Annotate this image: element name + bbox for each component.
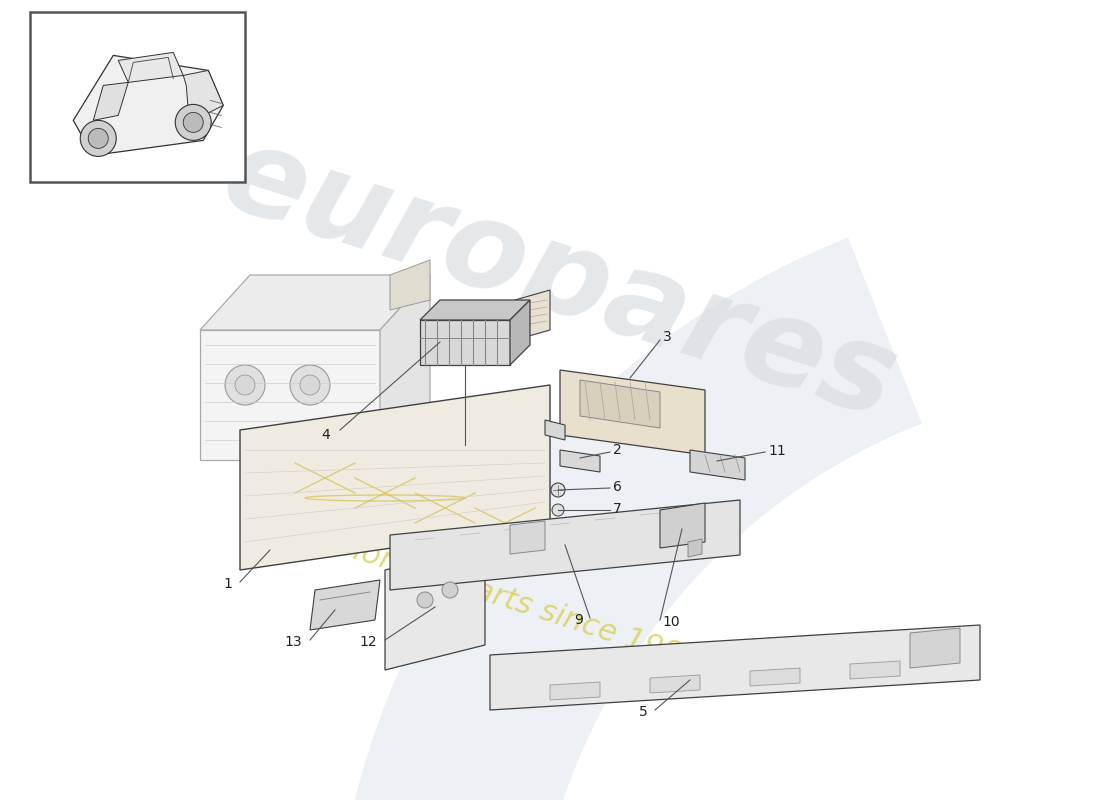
Circle shape (552, 504, 564, 516)
Circle shape (235, 375, 255, 395)
Polygon shape (660, 503, 705, 548)
Polygon shape (390, 260, 430, 310)
Text: 2: 2 (613, 443, 621, 457)
Circle shape (442, 582, 458, 598)
Circle shape (226, 365, 265, 405)
Polygon shape (560, 450, 600, 472)
Text: 12: 12 (360, 635, 377, 649)
Polygon shape (850, 661, 900, 679)
Polygon shape (240, 385, 550, 570)
Polygon shape (580, 380, 660, 428)
Bar (30, 12, 245, 182)
Polygon shape (74, 55, 223, 155)
Circle shape (184, 112, 204, 132)
Text: 11: 11 (768, 444, 785, 458)
Circle shape (175, 104, 211, 141)
Text: a passion for parts since 1985: a passion for parts since 1985 (256, 505, 704, 675)
Polygon shape (750, 668, 800, 686)
Polygon shape (510, 300, 530, 365)
Polygon shape (94, 82, 129, 120)
Text: 1: 1 (223, 577, 232, 591)
Polygon shape (550, 682, 600, 700)
Polygon shape (690, 450, 745, 480)
Circle shape (88, 128, 108, 149)
Text: 3: 3 (663, 330, 672, 344)
Text: 5: 5 (639, 705, 648, 719)
Text: 4: 4 (321, 428, 330, 442)
Polygon shape (420, 300, 530, 320)
Text: 9: 9 (574, 613, 583, 627)
Polygon shape (688, 539, 702, 557)
Polygon shape (544, 420, 565, 440)
Polygon shape (200, 330, 380, 460)
Circle shape (417, 592, 433, 608)
Polygon shape (200, 275, 430, 330)
Text: 13: 13 (285, 635, 303, 649)
Circle shape (80, 120, 117, 157)
Polygon shape (560, 370, 705, 455)
Polygon shape (420, 320, 510, 365)
Polygon shape (184, 70, 223, 115)
Polygon shape (310, 580, 380, 630)
Polygon shape (379, 275, 430, 460)
Polygon shape (119, 53, 184, 82)
Text: 7: 7 (613, 502, 621, 516)
Polygon shape (910, 628, 960, 668)
Polygon shape (650, 675, 700, 693)
Circle shape (551, 483, 565, 497)
Polygon shape (510, 521, 544, 554)
Circle shape (290, 365, 330, 405)
Circle shape (300, 375, 320, 395)
Text: 10: 10 (662, 615, 680, 629)
Polygon shape (490, 625, 980, 710)
Polygon shape (385, 545, 485, 670)
Polygon shape (330, 238, 922, 800)
Polygon shape (515, 290, 550, 340)
Polygon shape (390, 500, 740, 590)
Text: europares: europares (209, 116, 911, 444)
Text: 6: 6 (613, 480, 621, 494)
